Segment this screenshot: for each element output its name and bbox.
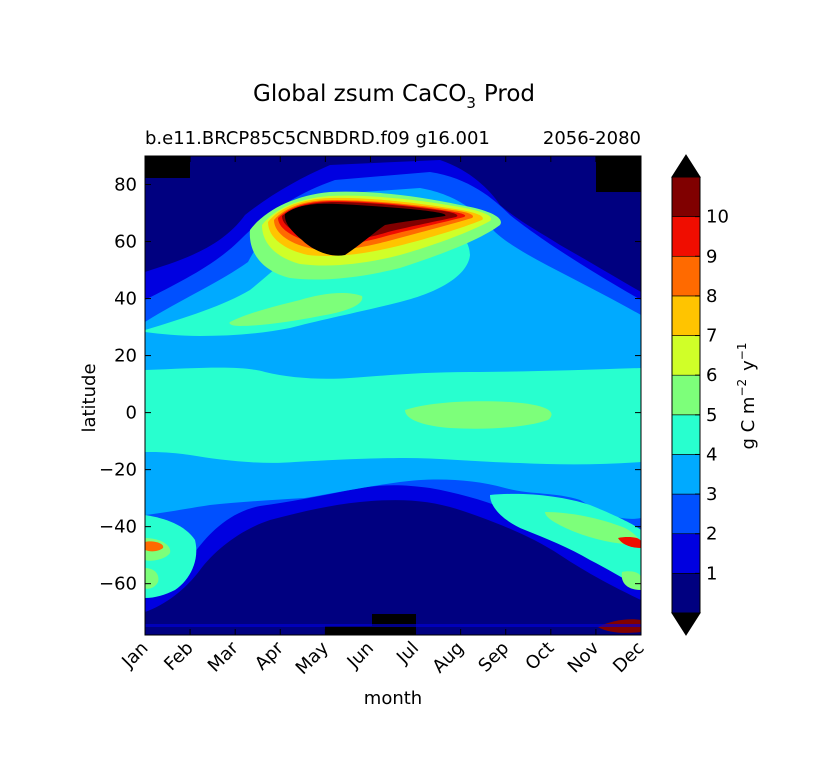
colorbar-tick-label: 10	[706, 207, 729, 228]
x-tick-label: May	[292, 637, 333, 678]
colorbar-tick-label: 4	[706, 444, 717, 465]
colorbar-segment	[671, 176, 701, 217]
x-tick-label: Jul	[392, 638, 423, 669]
missing-data-ne	[596, 156, 641, 192]
colorbar-segment	[671, 573, 701, 614]
colorbar-tick-label: 2	[706, 524, 717, 545]
y-tick-label: 60	[114, 232, 137, 253]
colorbar-tick-label: 7	[706, 326, 717, 347]
title-subscript: 3	[466, 94, 476, 112]
colorbar-tick-label: 1	[706, 563, 717, 584]
missing-data-nw	[145, 156, 190, 178]
contour-south-dec-hot	[618, 537, 641, 548]
title-tail: Prod	[484, 81, 535, 107]
colorbar-segment	[671, 295, 701, 336]
y-tick-label: 40	[114, 289, 137, 310]
plot-frame	[144, 155, 642, 636]
y-tick-label: 80	[114, 175, 137, 196]
y-tick-label: −60	[99, 574, 137, 595]
colorbar-segment	[671, 216, 701, 257]
x-tick-label: Oct	[521, 638, 558, 675]
contour-level-4d	[490, 493, 641, 588]
colorbar-segment	[671, 414, 701, 455]
colorbar-tick-label: 6	[706, 365, 717, 386]
x-tick-label: Jun	[343, 638, 378, 673]
colorbar-frame	[671, 176, 701, 614]
contour-level-4a	[145, 367, 641, 465]
contour-level-5f	[621, 571, 641, 590]
colorbar-label-mid: y	[738, 360, 759, 371]
contour-level-5c	[545, 512, 641, 545]
colorbar-tick-label: 3	[706, 484, 717, 505]
colorbar-segment	[671, 374, 701, 416]
x-tick-label: Mar	[204, 637, 243, 676]
y-tick-label: −40	[99, 517, 137, 538]
chart-title: Global zsum CaCO3 Prod	[253, 81, 535, 112]
subtitle-right: 2056-2080	[543, 128, 641, 149]
y-tick-label: −20	[99, 460, 137, 481]
colorbar-tick-label: 5	[706, 405, 717, 426]
colorbar-segment	[671, 493, 701, 535]
colorbar-segment	[671, 454, 701, 495]
colorbar-segment	[671, 533, 701, 574]
colorbar-segment	[671, 255, 701, 297]
y-tick-label: 0	[126, 403, 137, 424]
colorbar-tick-label: 9	[706, 246, 717, 267]
x-tick-label: Dec	[609, 638, 648, 677]
colorbar-extend-under	[671, 612, 701, 636]
y-axis: 80 60 40 20 0 −20 −40 −60	[99, 175, 641, 595]
x-tick-label: Apr	[251, 637, 288, 674]
missing-data-s1	[325, 626, 375, 635]
colorbar-label-exp2: −1	[735, 342, 749, 360]
x-axis-label: month	[364, 688, 422, 709]
y-axis-label: latitude	[79, 363, 100, 432]
y-tick-label: 20	[114, 346, 137, 367]
x-tick-label: Jan	[117, 638, 152, 673]
subtitle-left: b.e11.BRCP85C5CNBDRD.f09 g16.001	[145, 128, 490, 149]
colorbar-label: g C m−2 y−1	[735, 342, 759, 449]
title-main: Global zsum CaCO	[253, 81, 466, 107]
x-tick-label: Nov	[564, 637, 604, 677]
colorbar-tick-label: 8	[706, 286, 717, 307]
contour-over-max	[284, 203, 446, 256]
contour-plot	[145, 156, 641, 635]
contour-south-jan-hot	[145, 541, 164, 552]
colorbar-extend-over	[671, 154, 701, 178]
colorbar-label-main: g C m	[738, 397, 759, 450]
x-tick-label: Aug	[428, 638, 468, 678]
contour-level-5a	[229, 293, 363, 326]
colorbar: 1 2 3 4 5 6 7 8 9 10	[671, 154, 729, 636]
x-tick-label: Feb	[160, 638, 197, 675]
contour-south-edge	[145, 624, 641, 627]
x-tick-label: Sep	[474, 638, 513, 677]
colorbar-segment	[671, 335, 701, 376]
contour-level-5b	[405, 401, 552, 429]
colorbar-label-exp1: −2	[735, 379, 749, 397]
